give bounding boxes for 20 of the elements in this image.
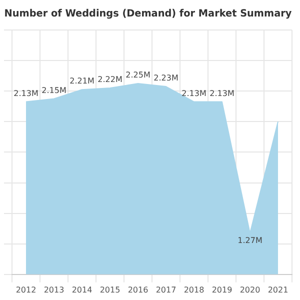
data-label: 2.21M [70, 76, 94, 86]
x-tick-label: 2018 [184, 285, 204, 294]
x-tick-label: 2021 [268, 285, 288, 294]
data-label: 2.25M [126, 70, 150, 80]
data-label: 2.15M [42, 86, 66, 95]
data-label: 2.13M [182, 88, 206, 98]
data-label: 2.22M [98, 75, 122, 84]
x-tick-label: 2015 [100, 285, 120, 294]
x-tick-label: 2020 [240, 285, 260, 294]
x-tick-label: 2019 [212, 285, 232, 294]
data-label: 1.27M [238, 236, 262, 246]
data-label: 2.13M [14, 88, 38, 98]
data-label: 2.23M [154, 74, 178, 83]
x-tick-label: 2017 [156, 285, 176, 294]
x-tick-label: 2013 [44, 285, 64, 294]
data-label: 2.13M [210, 88, 234, 98]
x-tick-label: 2016 [128, 285, 148, 294]
x-tick-label: 2012 [16, 285, 36, 294]
chart-title: Number of Weddings (Demand) for Market Summary [4, 8, 292, 20]
x-tick-label: 2014 [72, 285, 92, 294]
